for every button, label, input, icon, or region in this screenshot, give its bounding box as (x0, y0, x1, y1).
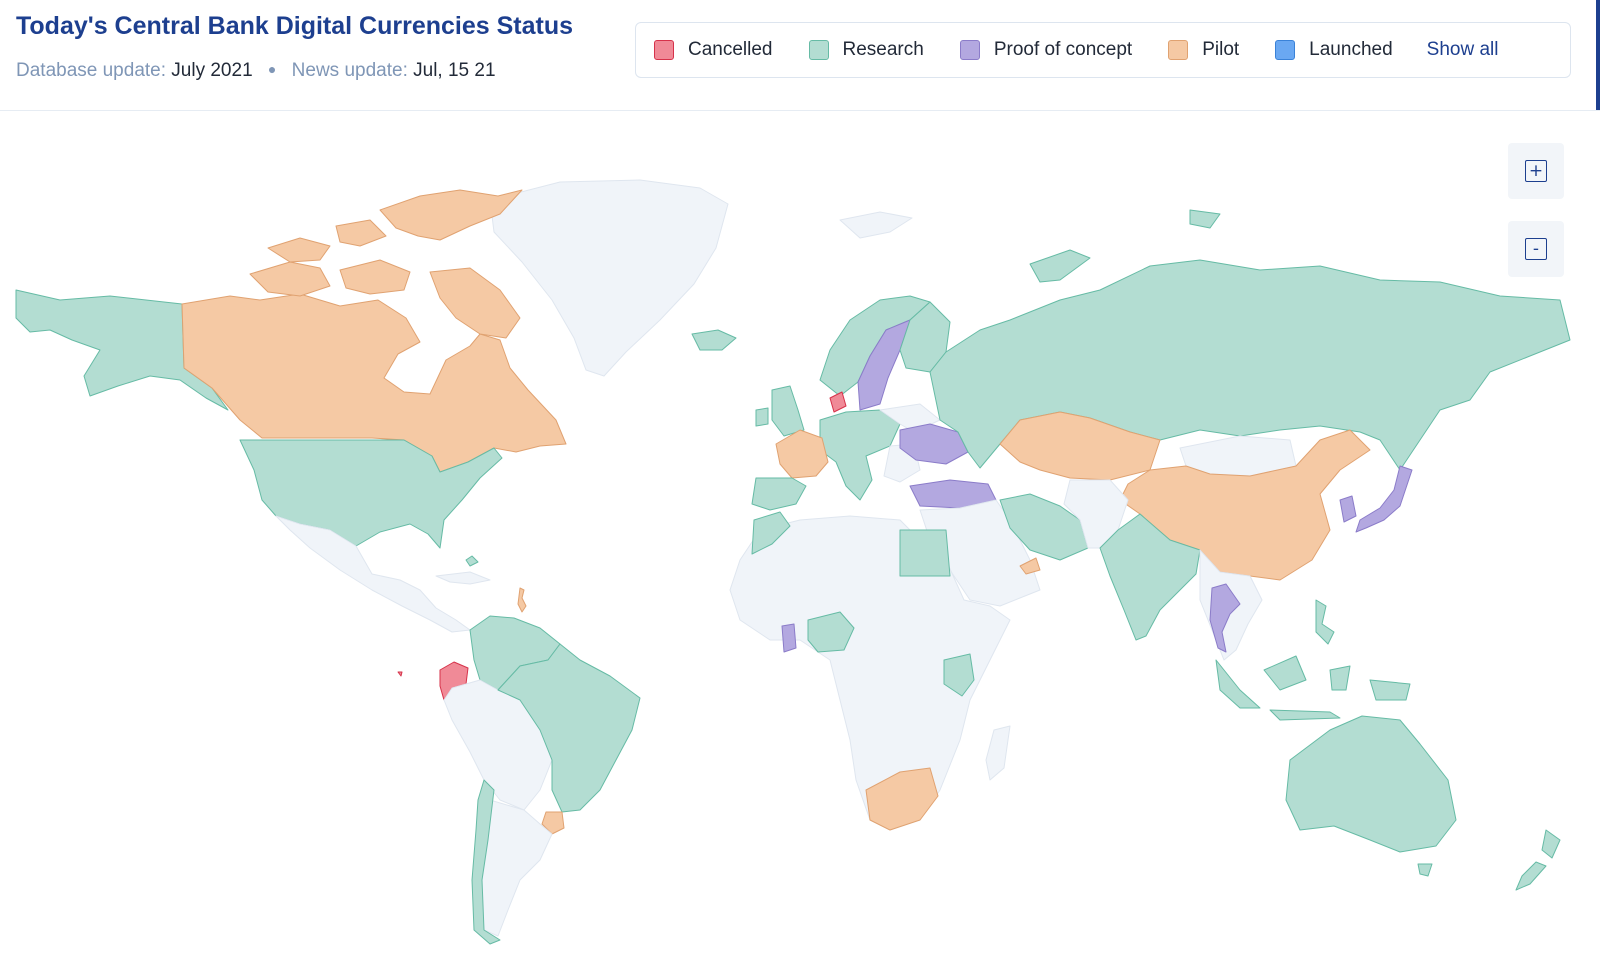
country-nigeria (807, 611, 855, 653)
country-canada-islands (249, 189, 523, 339)
country-africa (729, 515, 1011, 831)
header: Today's Central Bank Digital Currencies … (0, 0, 1600, 111)
country-cuba (435, 571, 491, 585)
country-brazil (497, 643, 641, 813)
country-south-korea (1339, 495, 1357, 523)
legend-item-proof-of-concept[interactable]: Proof of concept (959, 39, 1133, 61)
news-update-value: Jul, 15 21 (413, 60, 496, 81)
country-tasmania (1417, 863, 1433, 877)
update-info: Database update: July 2021 ● News update… (16, 60, 496, 82)
country-iceland (691, 329, 737, 351)
country-mexico (275, 515, 471, 633)
legend-item-cancelled[interactable]: Cancelled (654, 39, 773, 61)
legend-item-research[interactable]: Research (808, 39, 924, 61)
legend-label: Pilot (1202, 39, 1240, 60)
country-uruguay (541, 811, 565, 835)
country-greenland (489, 179, 729, 377)
separator-dot-icon: ● (267, 61, 277, 77)
country-ghana (781, 623, 797, 653)
country-thailand (1209, 583, 1241, 653)
legend-label: Launched (1309, 39, 1393, 60)
country-russia-arctic (1029, 209, 1221, 283)
country-uae (1019, 557, 1041, 575)
status-legend: Cancelled Research Proof of concept Pilo… (635, 22, 1571, 78)
country-australia (1285, 715, 1457, 853)
country-bahamas (465, 555, 479, 567)
legend-item-launched[interactable]: Launched (1275, 39, 1393, 61)
legend-label: Research (842, 39, 924, 60)
proof-of-concept-swatch-icon (959, 40, 980, 60)
country-india (1099, 513, 1201, 641)
plus-icon: + (1525, 160, 1547, 182)
country-japan (1355, 465, 1413, 533)
country-ukraine (899, 423, 969, 465)
page-title: Today's Central Bank Digital Currencies … (16, 12, 574, 40)
country-south-africa (865, 767, 939, 831)
country-egypt (899, 529, 951, 577)
country-galapagos (397, 671, 403, 677)
country-chile (471, 779, 501, 945)
country-united-kingdom (755, 385, 805, 437)
country-france (775, 429, 829, 479)
pilot-swatch-icon (1168, 40, 1189, 60)
database-update-label: Database update: (16, 60, 167, 81)
legend-item-pilot[interactable]: Pilot (1168, 39, 1239, 61)
country-kenya (943, 653, 975, 697)
country-philippines (1315, 599, 1335, 645)
country-germany-poland-italy (819, 409, 901, 501)
country-eastern-caribbean (517, 587, 527, 613)
zoom-out-button[interactable]: - (1508, 221, 1564, 277)
country-canada (181, 293, 567, 473)
country-morocco (751, 511, 791, 555)
legend-label: Cancelled (688, 39, 773, 60)
world-map-svg (15, 179, 1571, 945)
zoom-in-button[interactable]: + (1508, 143, 1564, 199)
country-svalbard (839, 211, 913, 239)
cancelled-swatch-icon (654, 40, 674, 60)
country-indonesia (1215, 655, 1411, 721)
minus-icon: - (1525, 238, 1547, 260)
launched-swatch-icon (1275, 40, 1296, 60)
research-swatch-icon (808, 40, 829, 60)
country-madagascar (985, 725, 1011, 781)
show-all-link[interactable]: Show all (1426, 39, 1499, 60)
country-denmark (829, 391, 847, 413)
world-map[interactable]: + - (0, 110, 1600, 959)
country-kazakhstan (999, 411, 1161, 481)
legend-label: Proof of concept (993, 39, 1133, 60)
news-update-label: News update: (291, 60, 408, 81)
database-update-value: July 2021 (171, 60, 253, 81)
scroll-indicator (1596, 0, 1600, 110)
country-new-zealand (1515, 829, 1561, 891)
country-spain-portugal (751, 477, 807, 511)
